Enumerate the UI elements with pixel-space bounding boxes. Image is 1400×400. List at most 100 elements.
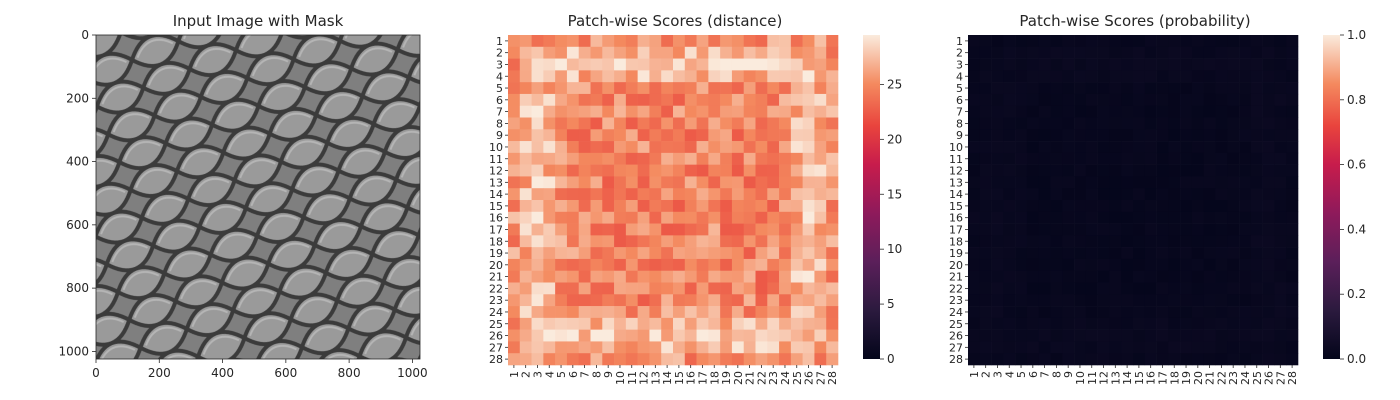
heatmap-cell [1286,152,1299,165]
heatmap-cell [1133,176,1146,189]
col-label: 2 [980,371,993,378]
heatmap-cell [708,152,721,165]
heatmap-cell [684,46,697,59]
heatmap-cell [661,329,674,342]
heatmap-cell [720,223,733,236]
heatmap-cell [1062,35,1075,48]
heatmap-cell [1227,306,1240,319]
heatmap-cell [661,258,674,272]
heatmap-cell [673,176,686,189]
heatmap-cell [1239,93,1252,107]
heatmap-cell [531,306,544,319]
col-label: 8 [590,371,603,378]
heatmap-cell [1109,353,1122,366]
heatmap-cell [991,294,1004,307]
heatmap-cell [731,235,745,248]
heatmap-cell [1203,117,1216,130]
col-label: 21 [744,371,757,385]
heatmap-cell [673,211,686,224]
heatmap-cell [1286,270,1299,283]
heatmap-cell [649,70,662,83]
heatmap-cell [1109,188,1122,201]
heatmap-cell [720,58,733,71]
heatmap-cell [696,70,709,83]
probability-heatmap-title: Patch-wise Scores (probability) [1019,12,1250,30]
colorbar-tick-label: 0.8 [1347,93,1366,107]
heatmap-cell [1262,105,1275,118]
heatmap-cell [814,317,827,330]
heatmap-cell [991,270,1004,283]
heatmap-cell [1109,117,1122,130]
heatmap-cell [614,247,627,260]
heatmap-cell [1215,105,1228,118]
heatmap-cell [661,58,674,71]
heatmap-cell [637,317,650,330]
heatmap-cell [1274,235,1287,248]
heatmap-cell [1215,211,1228,224]
heatmap-cell [1026,117,1040,130]
heatmap-cell [625,211,638,224]
row-label: 9 [496,129,503,142]
heatmap-cell [555,211,568,224]
heatmap-cell [555,353,568,366]
heatmap-cell [1026,247,1040,260]
heatmap-cell [673,164,686,177]
row-label: 20 [949,259,963,272]
heatmap-cell [1050,270,1063,283]
heatmap-cell [1015,82,1028,95]
heatmap-cell [968,211,981,224]
row-label: 11 [489,153,503,166]
heatmap-cell [1227,188,1240,201]
heatmap-cell [696,329,709,342]
heatmap-cell [814,164,827,177]
heatmap-cell [1085,247,1098,260]
heatmap-cell [1015,152,1028,165]
heatmap-cell [614,105,627,118]
heatmap-cell [578,176,591,189]
heatmap-cell [661,152,674,165]
heatmap-cell [1227,270,1240,283]
heatmap-cell [1274,141,1287,154]
heatmap-cell [708,82,721,95]
heatmap-cell [614,317,627,330]
heatmap-cell [1286,105,1299,118]
heatmap-cell [566,117,580,130]
heatmap-cell [673,82,686,95]
heatmap-cell [1038,282,1051,295]
heatmap-cell [755,70,768,83]
heatmap-cell [1003,223,1016,236]
row-label: 20 [489,259,503,272]
heatmap-cell [1180,353,1193,366]
heatmap-cell [720,176,733,189]
heatmap-cell [1133,211,1146,224]
heatmap-cell [543,82,556,95]
heatmap-cell [531,58,544,71]
heatmap-cell [779,341,792,354]
heatmap-cell [1250,282,1263,295]
heatmap-cell [1203,129,1216,142]
heatmap-cell [543,306,556,319]
heatmap-cell [508,306,521,319]
heatmap-cell [661,294,674,307]
heatmap-cell [720,70,733,83]
heatmap-cell [968,70,981,83]
heatmap-cell [696,282,709,295]
heatmap-cell [720,141,733,154]
heatmap-cell [637,58,650,71]
heatmap-cell [1156,294,1169,307]
heatmap-cell [649,164,662,177]
heatmap-cell [1227,282,1240,295]
heatmap-cell [1203,282,1216,295]
heatmap-cell [614,200,627,213]
heatmap-cell [543,353,556,366]
heatmap-cell [1015,317,1028,330]
heatmap-cell [1050,247,1063,260]
heatmap-cell [696,270,709,283]
heatmap-cell [1180,247,1193,260]
heatmap-cell [767,93,780,107]
heatmap-cell [979,58,992,71]
heatmap-cell [708,329,721,342]
heatmap-cell [519,141,532,154]
heatmap-cell [602,211,615,224]
heatmap-cell [1062,105,1075,118]
